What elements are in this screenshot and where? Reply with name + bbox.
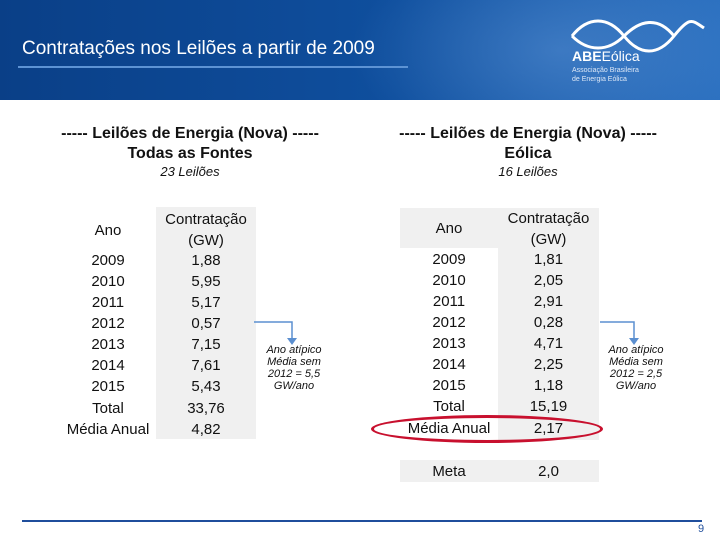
left-row-label: 2010 bbox=[91, 273, 125, 290]
right-heading-line1: ----- Leilões de Energia (Nova) ----- bbox=[399, 125, 657, 142]
left-note-line4: GW/ano bbox=[273, 380, 315, 392]
left-row-label: 2009 bbox=[91, 252, 125, 269]
left-section-heading: ----- Leilões de Energia (Nova) ----- To… bbox=[40, 124, 340, 164]
left-row-value: 7,61 bbox=[191, 357, 221, 374]
logo-subtitle-line2: de Energia Eólica bbox=[572, 76, 627, 83]
logo-name: ABEEólica bbox=[572, 48, 640, 64]
right-row-label: 2013 bbox=[432, 335, 466, 352]
right-note: Ano atípico Média sem 2012 = 2,5 GW/ano bbox=[601, 344, 671, 392]
left-row-value: 5,95 bbox=[191, 273, 221, 290]
right-section-heading: ----- Leilões de Energia (Nova) ----- Eó… bbox=[378, 124, 678, 164]
right-col-value-header-line1: Contratação bbox=[507, 210, 590, 227]
left-total-label: Total bbox=[92, 400, 124, 417]
left-total-value: 33,76 bbox=[187, 400, 225, 417]
left-note-line1: Ano atípico bbox=[266, 344, 322, 356]
right-meta-label: Meta bbox=[432, 463, 466, 480]
left-row-value: 5,43 bbox=[191, 378, 221, 395]
right-row-value: 2,05 bbox=[533, 272, 564, 289]
left-row-value: 1,88 bbox=[191, 252, 221, 269]
left-row-label: 2015 bbox=[91, 378, 125, 395]
right-row-value: 4,71 bbox=[533, 335, 564, 352]
right-row-value: 1,81 bbox=[533, 251, 564, 268]
left-average-label: Média Anual bbox=[66, 421, 150, 438]
wind-wave-icon bbox=[570, 19, 705, 53]
left-heading-line1: ----- Leilões de Energia (Nova) ----- bbox=[61, 125, 319, 142]
logo-subtitle: Associação Brasileira de Energia Eólica bbox=[572, 66, 639, 84]
left-row-label: 2013 bbox=[91, 336, 125, 353]
right-meta-label-fill bbox=[400, 460, 498, 482]
left-value-column-fill bbox=[156, 207, 256, 439]
left-row-value: 7,15 bbox=[191, 336, 221, 353]
right-note-line1: Ano atípico bbox=[608, 344, 664, 356]
right-note-line4: GW/ano bbox=[615, 380, 657, 392]
title-underline bbox=[18, 66, 408, 68]
right-value-column-fill bbox=[498, 208, 599, 440]
right-note-arrow bbox=[600, 321, 639, 345]
left-note: Ano atípico Média sem 2012 = 5,5 GW/ano bbox=[258, 344, 330, 392]
left-row-label: 2014 bbox=[91, 357, 125, 374]
logo-name-bold: ABE bbox=[572, 48, 602, 64]
left-col-value-header: Contratação (GW) bbox=[156, 209, 256, 251]
left-heading-line2: Todas as Fontes bbox=[127, 145, 253, 162]
left-col-year-header: Ano bbox=[94, 222, 122, 239]
right-header-label-fill bbox=[400, 208, 498, 248]
right-row-label: 2010 bbox=[432, 272, 466, 289]
left-col-value-header-line2: (GW) bbox=[188, 232, 224, 249]
right-col-year-header: Ano bbox=[435, 220, 463, 237]
left-row-value: 0,57 bbox=[191, 315, 221, 332]
page-number: 9 bbox=[698, 523, 705, 535]
left-row-value: 5,17 bbox=[191, 294, 221, 311]
left-col-value-header-line1: Contratação bbox=[165, 211, 247, 228]
right-row-label: 2009 bbox=[432, 251, 466, 268]
right-col-value-header-line2: (GW) bbox=[530, 231, 567, 248]
right-row-value: 2,91 bbox=[533, 293, 564, 310]
right-total-label: Total bbox=[433, 398, 465, 415]
logo-subtitle-line1: Associação Brasileira bbox=[572, 67, 639, 74]
logo-name-light: Eólica bbox=[601, 48, 640, 64]
right-row-label: 2015 bbox=[432, 377, 466, 394]
right-row-label: 2011 bbox=[432, 293, 466, 310]
footer-rule bbox=[22, 520, 702, 522]
right-row-label: 2012 bbox=[432, 314, 466, 331]
right-section-subheading: 16 Leilões bbox=[498, 164, 558, 179]
left-note-arrow bbox=[254, 321, 297, 345]
right-note-line3: 2012 = 2,5 bbox=[609, 368, 663, 380]
right-row-label: 2014 bbox=[432, 356, 466, 373]
abeeolica-logo: ABEEólica Associação Brasileira de Energ… bbox=[558, 14, 708, 94]
left-row-label: 2012 bbox=[91, 315, 125, 332]
right-total-value: 15,19 bbox=[529, 398, 568, 415]
left-note-line3: 2012 = 5,5 bbox=[267, 368, 321, 380]
slide-header: Contratações nos Leilões a partir de 200… bbox=[0, 0, 720, 100]
media-anual-highlight bbox=[371, 415, 603, 443]
left-note-line2: Média sem bbox=[267, 356, 321, 368]
right-note-line2: Média sem bbox=[609, 356, 663, 368]
right-heading-line2: Eólica bbox=[504, 145, 552, 162]
left-row-label: 2011 bbox=[91, 294, 125, 311]
right-row-value: 2,25 bbox=[533, 356, 564, 373]
left-average-value: 4,82 bbox=[191, 421, 221, 438]
right-meta-value: 2,0 bbox=[538, 463, 559, 480]
left-section-subheading: 23 Leilões bbox=[160, 164, 220, 179]
right-row-value: 0,28 bbox=[533, 314, 564, 331]
right-meta-value-fill bbox=[498, 460, 599, 482]
slide-title: Contratações nos Leilões a partir de 200… bbox=[22, 38, 375, 59]
right-col-value-header: Contratação (GW) bbox=[498, 208, 599, 250]
right-row-value: 1,18 bbox=[533, 377, 564, 394]
